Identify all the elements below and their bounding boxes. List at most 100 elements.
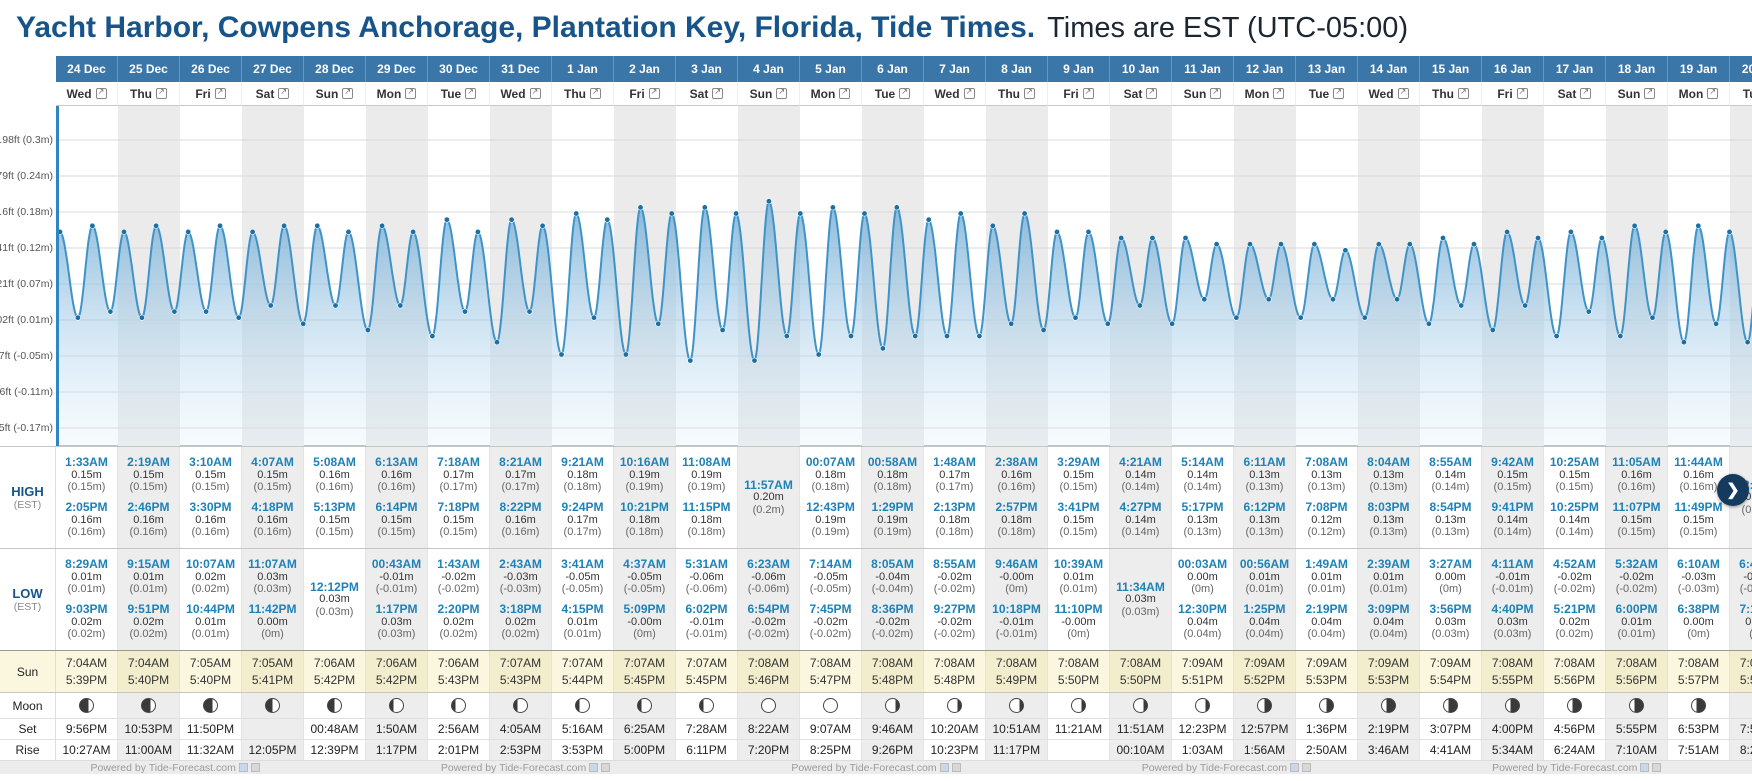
tide-entry: 8:54PM 0.13m (0.13m) xyxy=(1429,501,1471,539)
expand-day-icon[interactable] xyxy=(278,87,290,99)
moonrise-time-cell: 3:46AM xyxy=(1358,740,1420,760)
date-header-cell[interactable]: 3 Jan xyxy=(676,56,738,82)
sunset-time: 5:56PM xyxy=(1553,673,1596,687)
tide-extreme-dot xyxy=(829,204,836,211)
tide-height: 0.15m xyxy=(1559,468,1590,481)
expand-day-icon[interactable] xyxy=(1644,87,1656,99)
date-header-cell[interactable]: 6 Jan xyxy=(862,56,924,82)
date-header-cell[interactable]: 18 Jan xyxy=(1606,56,1668,82)
date-header-cell[interactable]: 17 Jan xyxy=(1544,56,1606,82)
date-header-cell[interactable]: 12 Jan xyxy=(1234,56,1296,82)
expand-day-icon[interactable] xyxy=(590,87,601,99)
tide-height: -0.05m xyxy=(565,570,600,583)
expand-day-icon[interactable] xyxy=(1707,87,1719,99)
moonset-time-cell: 6:53PM xyxy=(1668,719,1730,739)
expand-day-icon[interactable] xyxy=(1397,87,1409,99)
expand-day-icon[interactable] xyxy=(95,87,107,99)
moonset-time-cell: 4:05AM xyxy=(490,719,552,739)
expand-day-icon[interactable] xyxy=(1333,87,1345,99)
expand-day-icon[interactable] xyxy=(899,87,911,99)
date-header-cell[interactable]: 31 Dec xyxy=(490,56,552,82)
expand-day-icon[interactable] xyxy=(648,87,660,99)
weekday-cell: Sun xyxy=(1172,82,1234,106)
tide-extreme-dot xyxy=(1149,235,1156,242)
low-tide-cell: 5:31AM -0.06m (-0.06m) 6:02PM -0.01m (-0.01m) xyxy=(676,549,738,650)
sun-times-cell: 7:08AM 5:56PM xyxy=(1606,651,1668,692)
tide-height: 0.18m xyxy=(877,468,908,481)
expand-day-icon[interactable] xyxy=(342,87,354,99)
tide-height: 0.15m xyxy=(1621,513,1652,526)
expand-day-icon[interactable] xyxy=(776,87,788,99)
tide-extreme-dot xyxy=(1342,247,1349,254)
date-header-cell[interactable]: 7 Jan xyxy=(924,56,986,82)
tide-height-metric: (0.18m) xyxy=(997,526,1036,539)
tide-extreme-dot xyxy=(429,333,436,340)
expand-day-icon[interactable] xyxy=(1516,87,1528,99)
date-header-cell[interactable]: 15 Jan xyxy=(1420,56,1482,82)
tide-height-metric: (-0.02m) xyxy=(933,628,976,641)
sunrise-time: 7:08AM xyxy=(871,656,914,670)
tide-extreme-dot xyxy=(1680,339,1687,346)
date-header-cell[interactable]: 24 Dec xyxy=(56,56,118,82)
date-header-cell[interactable]: 25 Dec xyxy=(118,56,180,82)
date-header-cell[interactable]: 26 Dec xyxy=(180,56,242,82)
tide-height: 0.04m xyxy=(1249,615,1280,628)
date-header-cell[interactable]: 14 Jan xyxy=(1358,56,1420,82)
date-header-cell[interactable]: 8 Jan xyxy=(986,56,1048,82)
date-header-cell[interactable]: 5 Jan xyxy=(800,56,862,82)
weekday-label: Sun xyxy=(1183,86,1207,101)
date-header-cell[interactable]: 9 Jan xyxy=(1048,56,1110,82)
tide-height: 0.16m xyxy=(1683,468,1714,481)
tide-height: 0.15m xyxy=(1683,513,1714,526)
sunrise-time: 7:09AM xyxy=(1429,656,1472,670)
date-header-cell[interactable]: 13 Jan xyxy=(1296,56,1358,82)
expand-day-icon[interactable] xyxy=(839,87,851,99)
tide-extreme-dot xyxy=(1072,314,1079,321)
tide-entry: 11:42PM 0.00m (0m) xyxy=(248,603,296,641)
expand-day-icon[interactable] xyxy=(214,87,226,99)
date-header-cell[interactable]: 29 Dec xyxy=(366,56,428,82)
tide-time: 12:43PM xyxy=(806,500,855,515)
expand-day-icon[interactable] xyxy=(1273,87,1285,99)
next-days-button[interactable]: ❯ xyxy=(1717,474,1749,506)
expand-day-icon[interactable] xyxy=(529,87,541,99)
expand-day-icon[interactable] xyxy=(405,87,417,99)
high-tide-cell: 10:25AM 0.15m (0.15m) 10:25PM 0.14m (0.14m) xyxy=(1544,447,1606,548)
expand-day-icon[interactable] xyxy=(465,87,477,99)
tide-entry: 6:48AM-0.03m(-0.03m) xyxy=(1739,558,1752,596)
date-header-cell[interactable]: 4 Jan xyxy=(738,56,800,82)
weekday-cell: Fri xyxy=(1048,82,1110,106)
date-header-cell[interactable]: 2 Jan xyxy=(614,56,676,82)
expand-day-icon[interactable] xyxy=(156,87,167,99)
date-header-cell[interactable]: 20 Jan xyxy=(1730,56,1752,82)
tide-height: 0.13m xyxy=(1435,513,1466,526)
tide-extreme-dot xyxy=(493,339,500,346)
expand-day-icon[interactable] xyxy=(1458,87,1469,99)
date-header-cell[interactable]: 11 Jan xyxy=(1172,56,1234,82)
expand-day-icon[interactable] xyxy=(1024,87,1035,99)
moon-phase-cell xyxy=(1544,693,1606,718)
tide-height-metric: (0m) xyxy=(1005,583,1028,596)
expand-day-icon[interactable] xyxy=(1146,87,1158,99)
moonrise-time-cell: 5:00PM xyxy=(614,740,676,760)
low-tide-cell: 6:10AM -0.03m (-0.03m) 6:38PM 0.00m (0m) xyxy=(1668,549,1730,650)
tide-height-metric: (-0.03m) xyxy=(1677,583,1720,596)
date-header-cell[interactable]: 28 Dec xyxy=(304,56,366,82)
expand-day-icon[interactable] xyxy=(1082,87,1094,99)
tide-extreme-dot xyxy=(171,308,178,315)
tide-height: 0.02m xyxy=(195,570,226,583)
weekday-label: Mon xyxy=(376,86,402,101)
date-header-cell[interactable]: 10 Jan xyxy=(1110,56,1172,82)
expand-day-icon[interactable] xyxy=(963,87,975,99)
expand-day-icon[interactable] xyxy=(1210,87,1222,99)
date-header-cell[interactable]: 19 Jan xyxy=(1668,56,1730,82)
date-header-cell[interactable]: 1 Jan xyxy=(552,56,614,82)
date-header-cell[interactable]: 27 Dec xyxy=(242,56,304,82)
tide-extreme-dot xyxy=(797,210,804,217)
tide-time: 9:27PM xyxy=(933,602,976,617)
expand-day-icon[interactable] xyxy=(712,87,724,99)
sunrise-time: 7:08AM xyxy=(1615,656,1658,670)
date-header-cell[interactable]: 30 Dec xyxy=(428,56,490,82)
expand-day-icon[interactable] xyxy=(1580,87,1592,99)
date-header-cell[interactable]: 16 Jan xyxy=(1482,56,1544,82)
